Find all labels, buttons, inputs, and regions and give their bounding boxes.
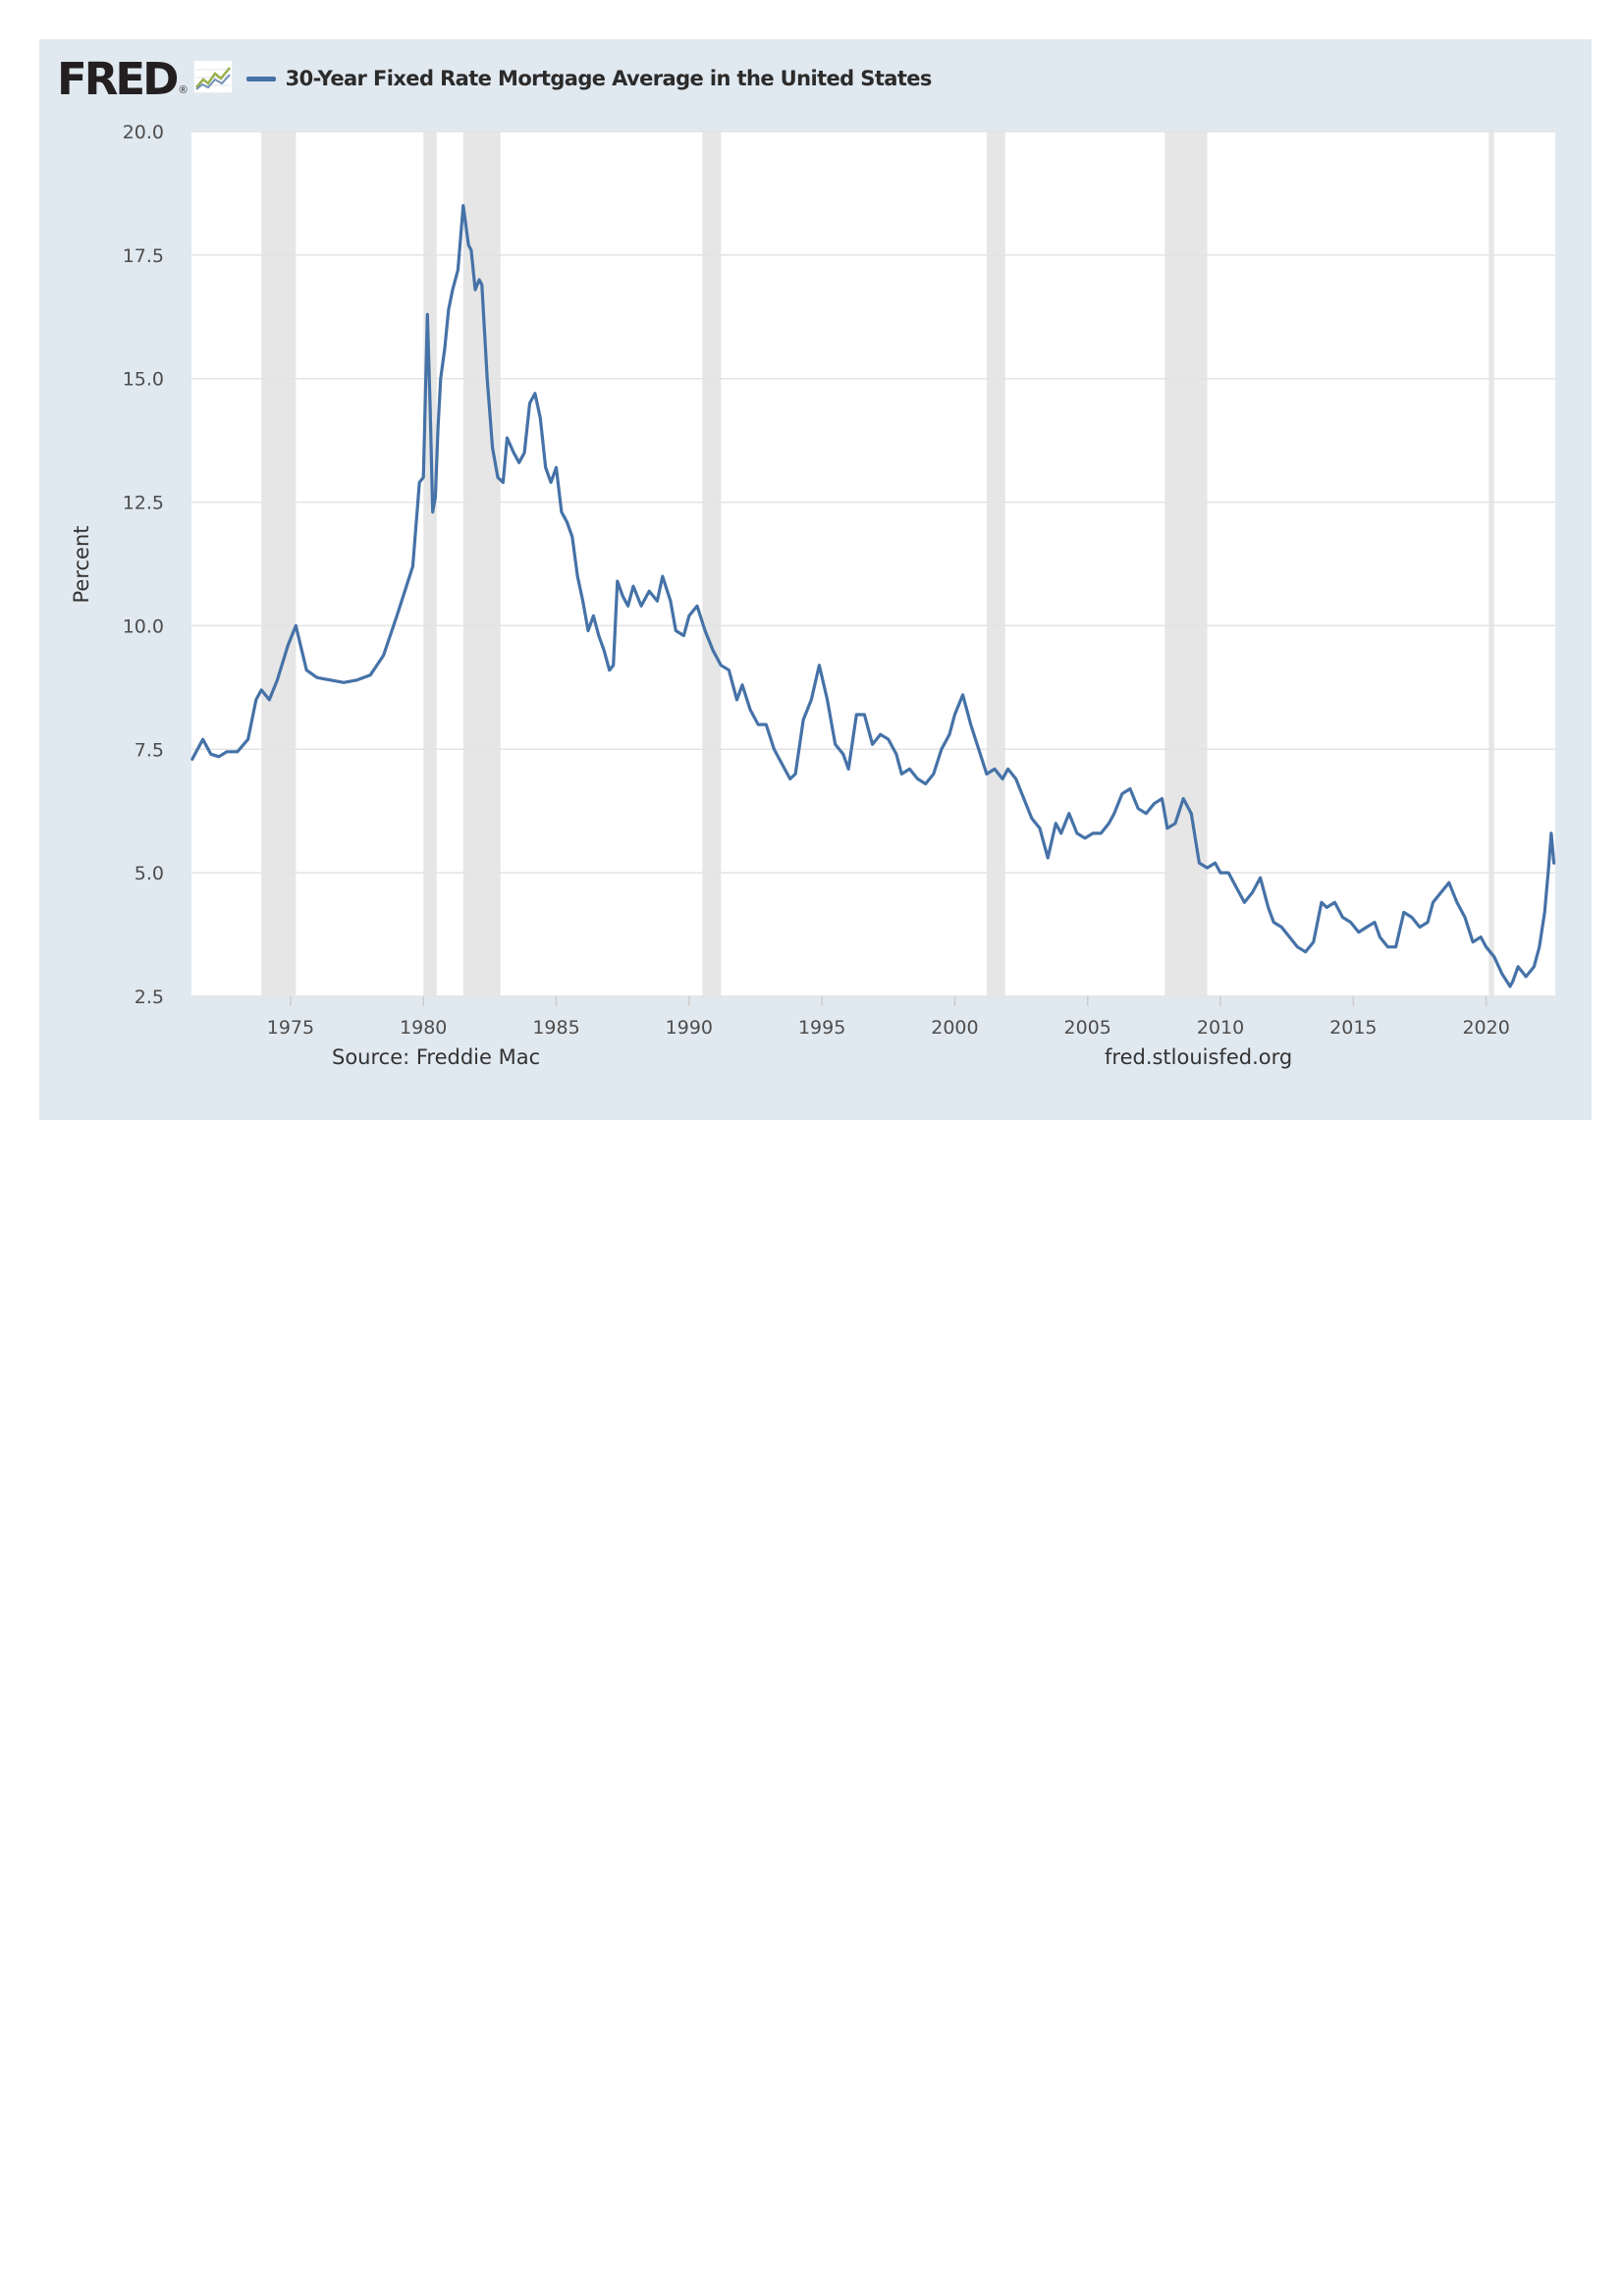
y-axis-label: Percent xyxy=(70,525,93,603)
chart-canvas: 1975 1980 1985 1990 1995 2000 2005 2010 2015 2020… xyxy=(70,122,1556,1039)
legend-series-label[interactable]: 30-Year Fixed Rate Mortgage Average in t… xyxy=(285,67,933,90)
series-line-0 xyxy=(190,203,1556,988)
recession-band xyxy=(1164,132,1208,996)
y-tick-label: 17.5 xyxy=(123,245,164,267)
y-tick-label: 5.0 xyxy=(135,863,164,884)
y-tick-label: 15.0 xyxy=(123,369,164,391)
x-tick-label: 1975 xyxy=(267,1017,314,1039)
registered-mark: ® xyxy=(179,84,188,96)
header: FRED ® 30-Year Fixed Rate Mortgage Avera… xyxy=(57,53,932,104)
legend-swatch xyxy=(245,76,276,81)
x-tick-label: 2010 xyxy=(1197,1017,1244,1039)
x-tick-label: 1985 xyxy=(532,1017,579,1039)
recession-band xyxy=(261,132,297,996)
fred-logo[interactable]: FRED xyxy=(57,52,179,105)
x-tick-label: 2015 xyxy=(1329,1017,1377,1039)
y-tick-label: 12.5 xyxy=(123,493,164,514)
source-text: Source: Freddie Mac xyxy=(332,1045,541,1069)
y-tick-label: 2.5 xyxy=(135,987,164,1008)
y-axis: 2.5 5.0 7.5 10.0 12.5 15.0 17.5 20.0 xyxy=(123,122,164,1008)
recession-band xyxy=(702,132,722,996)
x-tick-label: 2005 xyxy=(1064,1017,1111,1039)
x-tick-label: 2020 xyxy=(1462,1017,1509,1039)
site-link[interactable]: fred.stlouisfed.org xyxy=(1105,1045,1293,1069)
y-tick-label: 10.0 xyxy=(123,615,164,637)
recession-band xyxy=(986,132,1005,996)
x-tick-label: 2000 xyxy=(931,1017,978,1039)
x-tick-label: 1990 xyxy=(666,1017,713,1039)
plot-area xyxy=(191,132,1555,996)
recession-bands xyxy=(261,132,1494,996)
x-tick-label: 1995 xyxy=(798,1017,845,1039)
series-lines xyxy=(190,203,1556,988)
y-tick-label: 20.0 xyxy=(123,122,164,143)
x-axis: 1975 1980 1985 1990 1995 2000 2005 2010 2015 2020 xyxy=(267,996,1510,1039)
y-tick-label: 7.5 xyxy=(135,739,164,761)
recession-band xyxy=(423,132,437,996)
recession-band xyxy=(1488,132,1494,996)
fred-graph-icon xyxy=(192,59,234,98)
x-tick-label: 1980 xyxy=(400,1017,447,1039)
recession-band xyxy=(462,132,501,996)
